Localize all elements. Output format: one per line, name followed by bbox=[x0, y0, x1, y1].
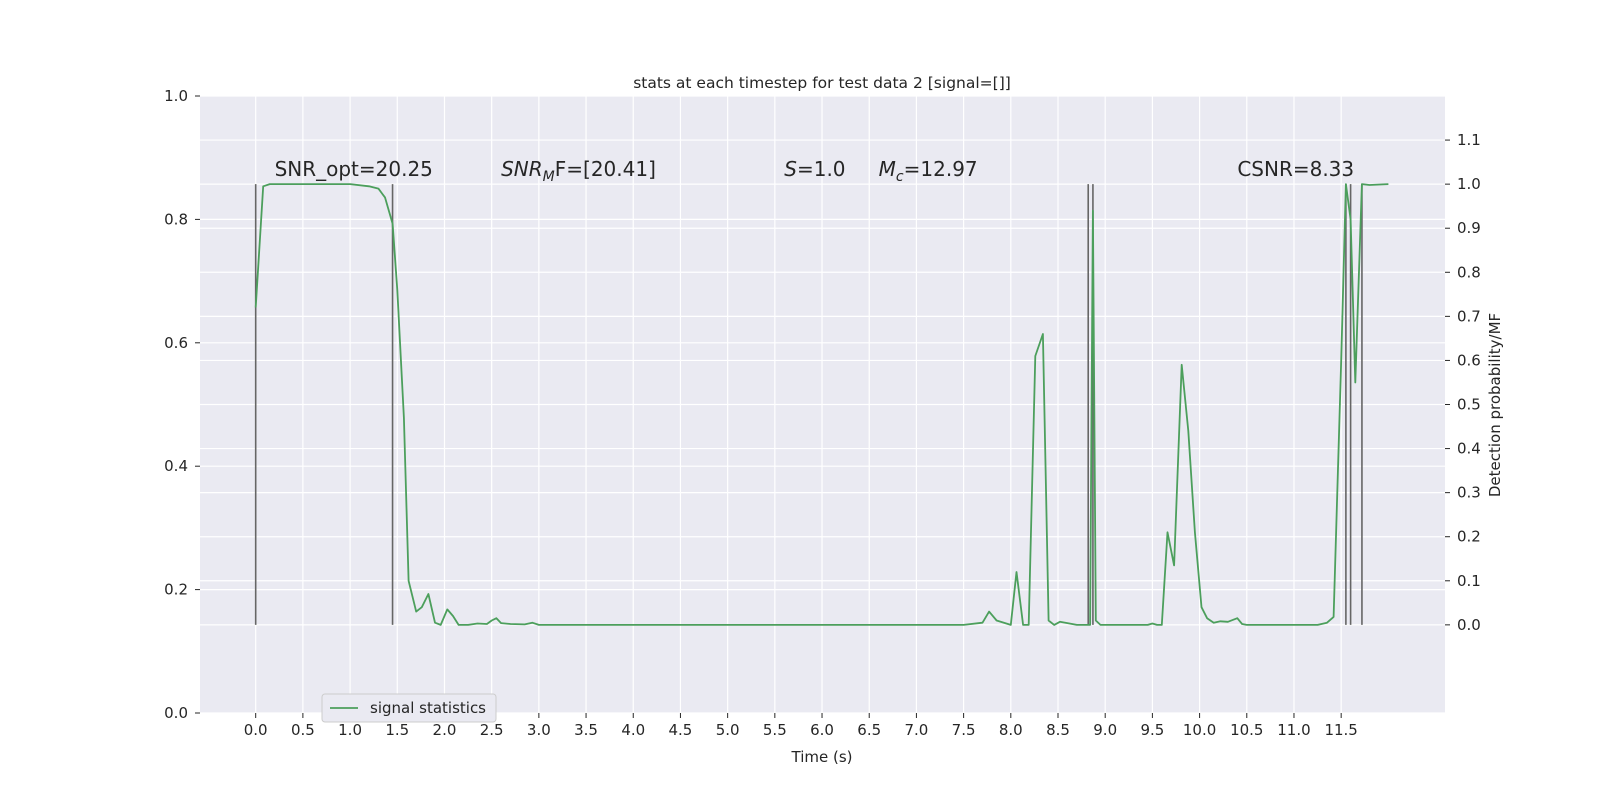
y-right-tick-label: 0.1 bbox=[1457, 572, 1481, 590]
y-tick-label: 0.0 bbox=[164, 704, 188, 722]
y-axis-right-ticks: 0.0 0.1 0.2 0.3 0.4 0.5 0.6 0.7 0.8 0.9 1.0 1.1 bbox=[1445, 131, 1481, 634]
y-axis-left-ticks: 0.0 0.2 0.4 0.6 0.8 1.0 bbox=[164, 87, 200, 722]
x-tick-label: 10.0 bbox=[1183, 721, 1216, 739]
vertical-markers bbox=[254, 184, 1363, 625]
annotation-text: S=1.0 bbox=[784, 157, 845, 181]
series-lines bbox=[254, 183, 1389, 626]
y-right-tick-label: 0.2 bbox=[1457, 528, 1481, 546]
x-tick-label: 1.0 bbox=[338, 721, 362, 739]
x-tick-label: 1.5 bbox=[385, 721, 409, 739]
y-tick-label: 0.8 bbox=[164, 210, 188, 228]
y-right-tick-label: 0.6 bbox=[1457, 351, 1481, 369]
x-axis-label: Time (s) bbox=[791, 748, 853, 766]
y-right-tick-label: 0.0 bbox=[1457, 616, 1481, 634]
x-tick-label: 9.5 bbox=[1140, 721, 1164, 739]
legend: signal statistics bbox=[321, 693, 497, 723]
x-tick-label: 2.5 bbox=[480, 721, 504, 739]
x-tick-label: 0.5 bbox=[291, 721, 315, 739]
y-tick-label: 1.0 bbox=[164, 87, 188, 105]
annotation-text: Mc=12.97 bbox=[879, 157, 978, 185]
x-tick-label: 10.5 bbox=[1230, 721, 1263, 739]
annotation-text: CSNR=8.33 bbox=[1237, 157, 1354, 181]
x-tick-label: 11.5 bbox=[1324, 721, 1357, 739]
x-tick-label: 3.0 bbox=[527, 721, 551, 739]
y-right-tick-label: 0.7 bbox=[1457, 307, 1481, 325]
chart-title: stats at each timestep for test data 2 [… bbox=[633, 74, 1011, 92]
y-right-tick-label: 0.5 bbox=[1457, 396, 1481, 414]
x-tick-label: 3.5 bbox=[574, 721, 598, 739]
annotations: SNR_opt=20.25 SNRMF=[20.41] S=1.0 Mc=12.97 C… bbox=[275, 157, 1355, 185]
x-tick-label: 5.0 bbox=[716, 721, 740, 739]
x-tick-label: 7.5 bbox=[952, 721, 976, 739]
annotation-text: SNR_opt=20.25 bbox=[275, 157, 433, 181]
x-tick-label: 6.5 bbox=[857, 721, 881, 739]
legend-entry-label: signal statistics bbox=[370, 699, 486, 717]
x-tick-label: 8.5 bbox=[1046, 721, 1070, 739]
x-axis-ticks: 0.0 0.5 1.0 1.5 2.0 2.5 3.0 3.5 4.0 4.5 5.0 5.5 6.0 6… bbox=[244, 713, 1358, 739]
y-tick-label: 0.2 bbox=[164, 581, 188, 599]
series-line bbox=[254, 183, 1389, 626]
x-tick-label: 8.0 bbox=[999, 721, 1023, 739]
y-tick-label: 0.4 bbox=[164, 457, 188, 475]
y-right-tick-label: 0.4 bbox=[1457, 440, 1481, 458]
y-tick-label: 0.6 bbox=[164, 334, 188, 352]
x-tick-label: 2.0 bbox=[433, 721, 457, 739]
y-right-tick-label: 0.9 bbox=[1457, 219, 1481, 237]
x-tick-label: 7.0 bbox=[904, 721, 928, 739]
y-right-tick-label: 0.8 bbox=[1457, 263, 1481, 281]
y-axis-right-label: Detection probability/MF bbox=[1486, 313, 1504, 497]
x-tick-label: 4.0 bbox=[621, 721, 645, 739]
legend-box bbox=[321, 693, 497, 723]
y-right-tick-label: 1.1 bbox=[1457, 131, 1481, 149]
x-tick-label: 4.5 bbox=[669, 721, 693, 739]
y-right-tick-label: 1.0 bbox=[1457, 175, 1481, 193]
x-tick-label: 9.0 bbox=[1093, 721, 1117, 739]
y-right-tick-label: 0.3 bbox=[1457, 484, 1481, 502]
annotation-text: SNRMF=[20.41] bbox=[501, 157, 656, 185]
x-tick-label: 0.0 bbox=[244, 721, 268, 739]
x-tick-label: 11.0 bbox=[1277, 721, 1310, 739]
x-tick-label: 5.5 bbox=[763, 721, 787, 739]
grid bbox=[200, 95, 1445, 714]
x-tick-label: 6.0 bbox=[810, 721, 834, 739]
